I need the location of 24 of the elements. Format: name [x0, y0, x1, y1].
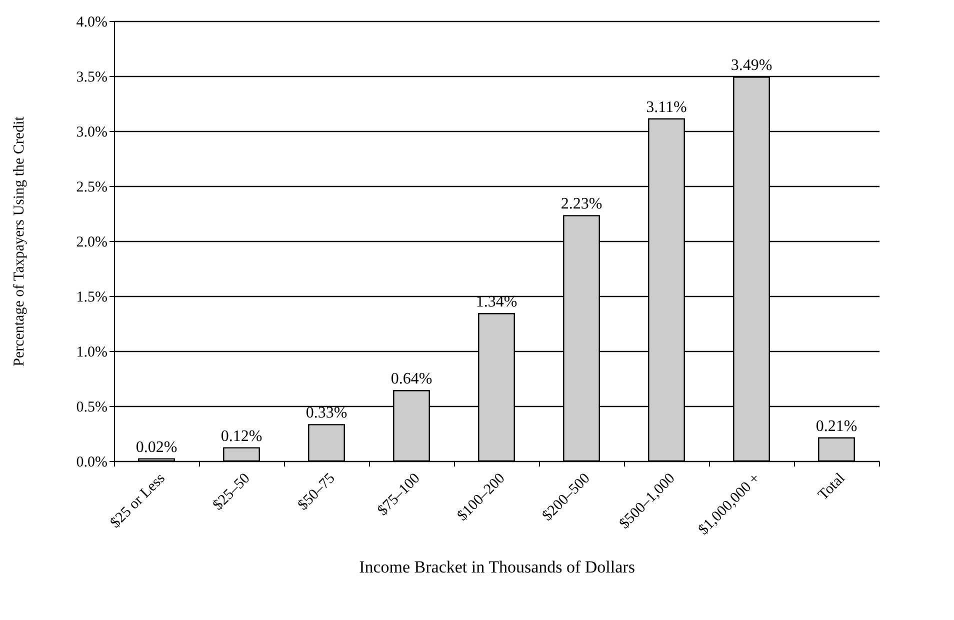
y-axis-title: Percentage of Taxpayers Using the Credit	[11, 116, 28, 366]
y-tick-label: 4.0%	[76, 14, 108, 30]
y-tick-label: 3.5%	[76, 70, 108, 86]
y-tick-label: 0.0%	[76, 454, 108, 470]
data-label: 0.21%	[816, 418, 858, 435]
bar	[308, 424, 345, 462]
bar	[223, 447, 260, 462]
y-tick-label: 3.0%	[76, 124, 108, 140]
y-tick-label: 0.5%	[76, 400, 108, 416]
y-tick-label: 2.5%	[76, 180, 108, 196]
x-tick-label: $25 or Less	[108, 470, 168, 532]
data-label: 0.33%	[306, 404, 348, 422]
y-tick-label: 1.0%	[76, 344, 108, 360]
data-label: 0.64%	[390, 370, 432, 388]
y-tick-label: 2.0%	[76, 234, 108, 250]
x-axis-title: Income Bracket in Thousands of Dollars	[359, 557, 635, 576]
data-label: 3.49%	[730, 57, 772, 74]
y-tick-label: 1.5%	[76, 290, 108, 306]
data-label: 3.11%	[646, 98, 687, 116]
data-label: 0.02%	[136, 438, 178, 456]
bar	[138, 458, 175, 462]
data-label: 2.23%	[560, 196, 602, 213]
bar	[818, 437, 855, 462]
data-label: 0.12%	[220, 428, 262, 445]
